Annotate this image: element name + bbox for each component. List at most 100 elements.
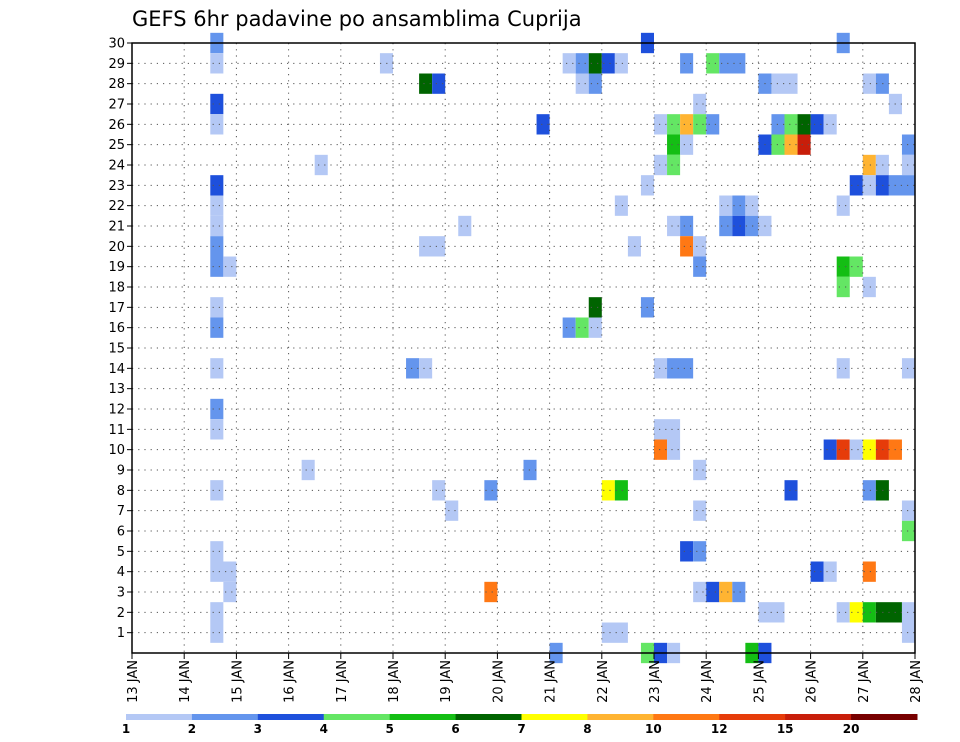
x-tick-label: 25 JAN [752, 660, 767, 703]
y-tick-label: 30 [108, 37, 125, 52]
colorbar-swatch [257, 714, 325, 720]
data-cell [210, 297, 224, 318]
colorbar-swatch [191, 714, 259, 720]
y-tick-label: 12 [108, 403, 125, 418]
data-cell [680, 53, 694, 74]
data-cell [693, 459, 707, 481]
y-tick-label: 28 [108, 77, 125, 92]
cells-layer [210, 32, 915, 664]
data-cell [432, 73, 446, 94]
colorbar: 1 2 3 4 5 6 7 8 10 12 15 20 [122, 714, 918, 736]
data-cell [654, 419, 681, 440]
data-cell [614, 480, 628, 501]
colorbar-label: 10 [645, 722, 662, 736]
x-tick-label: 17 JAN [335, 660, 350, 703]
colorbar-label: 6 [451, 722, 459, 736]
y-tick-label: 3 [117, 586, 125, 601]
data-cell [484, 480, 498, 501]
data-cell [732, 195, 746, 216]
data-cell [562, 317, 576, 338]
colorbar-label: 1 [122, 722, 130, 736]
data-cell [614, 195, 628, 216]
y-tick-label: 17 [108, 301, 125, 316]
y-tick-label: 21 [108, 220, 125, 235]
y-tick-label: 4 [117, 565, 125, 580]
data-cell [588, 317, 602, 338]
data-cell [210, 53, 224, 74]
x-tick-label: 26 JAN [805, 660, 820, 703]
data-cell [862, 175, 876, 196]
y-tick-label: 22 [108, 199, 125, 214]
data-cell [680, 215, 694, 237]
data-cell [210, 419, 224, 440]
data-cell [693, 541, 707, 562]
data-cell [680, 541, 694, 562]
colorbar-swatch [126, 714, 193, 720]
data-cell [719, 581, 733, 603]
data-cell [667, 439, 681, 460]
data-cell [784, 114, 798, 135]
x-tick-label: 21 JAN [544, 660, 559, 703]
x-tick-label: 15 JAN [230, 660, 245, 703]
y-tick-label: 2 [117, 606, 125, 621]
data-cell [588, 297, 602, 318]
data-cell [314, 154, 328, 176]
colorbar-label: 5 [385, 722, 393, 736]
data-cell [862, 73, 876, 94]
data-cell [210, 93, 224, 115]
y-tick-label: 6 [117, 525, 125, 540]
data-cell [693, 93, 707, 115]
grid-layer [131, 42, 916, 653]
colorbar-swatch [323, 714, 391, 720]
data-cell [693, 114, 707, 135]
colorbar-swatch [455, 714, 522, 720]
y-tick-label: 5 [117, 545, 125, 560]
y-tick-label: 11 [108, 423, 125, 438]
y-tick-label: 26 [108, 118, 125, 133]
data-cell [601, 622, 628, 643]
data-cell [210, 541, 224, 562]
y-tick-label: 13 [108, 382, 125, 397]
data-cell [849, 175, 863, 196]
data-cell [901, 622, 915, 643]
data-cell [210, 114, 224, 135]
colorbar-swatch [389, 714, 457, 720]
data-cell [836, 439, 850, 460]
data-cell [849, 439, 863, 460]
data-cell [706, 53, 720, 74]
data-cell [484, 581, 498, 603]
data-cell [210, 256, 224, 277]
data-cell [901, 134, 915, 155]
data-cell [575, 317, 589, 338]
data-cell [667, 154, 681, 176]
x-tick-label: 24 JAN [700, 660, 715, 703]
data-cell [719, 53, 746, 74]
data-cell [849, 256, 863, 277]
y-tick-label: 20 [108, 240, 125, 255]
data-cell [588, 53, 602, 74]
data-cell [823, 561, 837, 582]
data-cell [732, 581, 746, 603]
data-cell [862, 602, 876, 623]
data-cell [771, 73, 798, 94]
x-tick-label: 23 JAN [648, 660, 663, 703]
data-cell [654, 114, 668, 135]
data-cell [810, 114, 824, 135]
data-cell [210, 215, 224, 237]
data-cell [823, 114, 837, 135]
data-cell [862, 480, 876, 501]
y-tick-label: 15 [108, 342, 125, 357]
data-cell [654, 154, 668, 176]
x-tick-label: 19 JAN [439, 660, 454, 703]
data-cell [406, 358, 420, 379]
data-cell [614, 53, 628, 74]
data-cell [797, 114, 811, 135]
chart-title: GEFS 6hr padavine po ansamblima Cuprija [132, 7, 582, 31]
data-cell [419, 358, 433, 379]
data-cell [210, 195, 224, 216]
data-cell [836, 256, 850, 277]
data-cell [836, 276, 850, 298]
colorbar-swatch [719, 714, 786, 720]
data-cell [432, 480, 446, 501]
